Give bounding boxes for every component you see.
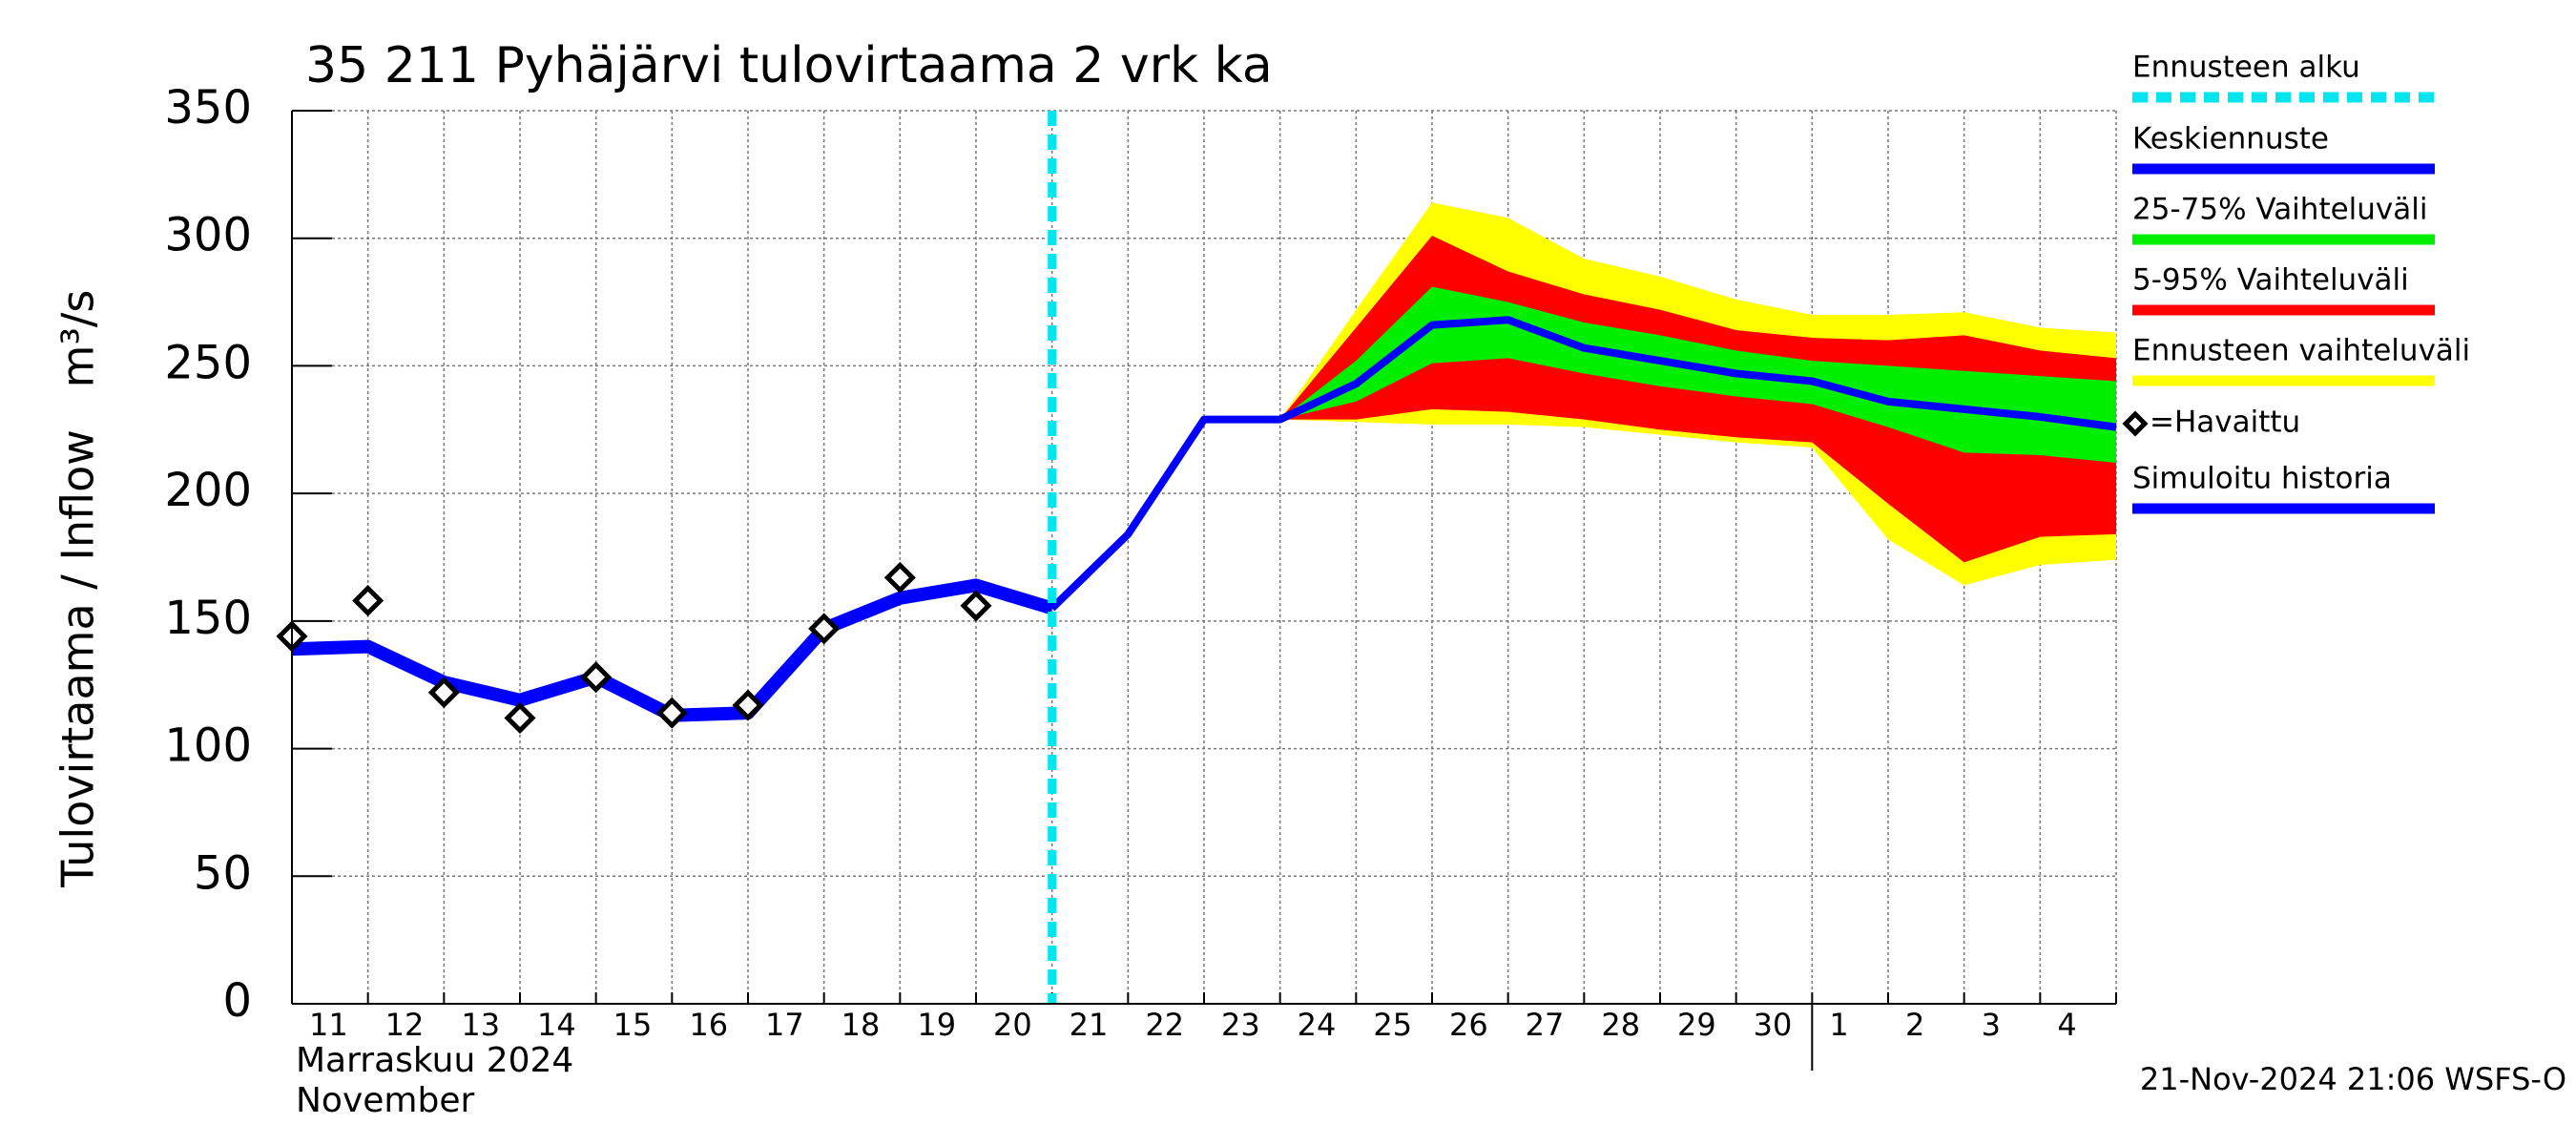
legend-label: Simuloitu historia xyxy=(2132,462,2392,496)
y-tick-label: 200 xyxy=(164,464,252,517)
observed-point xyxy=(808,613,841,645)
x-tick-label: 19 xyxy=(917,1007,956,1043)
observed-point xyxy=(732,689,764,721)
x-tick-label: 23 xyxy=(1221,1007,1260,1043)
x-tick-label: 17 xyxy=(765,1007,804,1043)
legend-label: Ennusteen alku xyxy=(2132,51,2360,85)
forecast-line xyxy=(1049,316,2117,612)
legend-marker xyxy=(2122,410,2149,437)
x-tick-label: 21 xyxy=(1070,1007,1109,1043)
x-tick-label: 29 xyxy=(1677,1007,1716,1043)
x-tick-label: 11 xyxy=(309,1007,348,1043)
legend-label: 5-95% Vaihteluväli xyxy=(2132,263,2409,298)
y-axis-label: Tulovirtaama / Inflow xyxy=(52,429,104,888)
x-tick-label: 30 xyxy=(1754,1007,1793,1043)
observed-point xyxy=(352,584,384,616)
legend-label: Keskiennuste xyxy=(2132,122,2329,156)
y-axis-unit: m³/s xyxy=(52,290,104,388)
x-tick-label: 2 xyxy=(1905,1007,1924,1043)
x-tick-label: 16 xyxy=(689,1007,728,1043)
y-tick-label: 300 xyxy=(164,209,252,262)
y-tick-label: 150 xyxy=(164,592,252,645)
month-label: Marraskuu 2024 xyxy=(296,1041,573,1080)
x-tick-label: 3 xyxy=(1982,1007,2001,1043)
x-tick-label: 13 xyxy=(461,1007,500,1043)
observed-point xyxy=(580,661,613,694)
x-tick-label: 28 xyxy=(1601,1007,1640,1043)
x-tick-label: 22 xyxy=(1145,1007,1184,1043)
x-tick-label: 14 xyxy=(537,1007,576,1043)
legend-label: 25-75% Vaihteluväli xyxy=(2132,193,2428,227)
legend-label: Ennusteen vaihteluväli xyxy=(2132,334,2470,368)
month-label-en: November xyxy=(296,1081,474,1120)
observed-point xyxy=(427,677,460,709)
x-tick-label: 12 xyxy=(385,1007,425,1043)
x-tick-label: 24 xyxy=(1298,1007,1337,1043)
x-tick-label: 27 xyxy=(1526,1007,1565,1043)
x-tick-label: 15 xyxy=(613,1007,653,1043)
x-tick-label: 25 xyxy=(1373,1007,1412,1043)
chart-title: 35 211 Pyhäjärvi tulovirtaama 2 vrk ka xyxy=(305,37,1273,94)
y-tick-label: 350 xyxy=(164,81,252,135)
y-tick-label: 0 xyxy=(222,974,252,1028)
y-tick-label: 100 xyxy=(164,719,252,773)
legend-label: =Havaittu xyxy=(2150,406,2300,440)
y-tick-label: 250 xyxy=(164,336,252,389)
x-tick-label: 18 xyxy=(841,1007,881,1043)
observed-point xyxy=(960,590,992,622)
x-tick-label: 20 xyxy=(993,1007,1032,1043)
x-tick-label: 4 xyxy=(2057,1007,2076,1043)
forecast-band xyxy=(1279,286,2116,464)
timestamp: 21-Nov-2024 21:06 WSFS-O xyxy=(2140,1061,2566,1097)
y-tick-label: 50 xyxy=(194,846,252,900)
observed-point xyxy=(655,697,688,729)
observed-point xyxy=(504,701,536,735)
observed-point xyxy=(883,561,916,593)
x-tick-label: 26 xyxy=(1449,1007,1488,1043)
x-tick-label: 1 xyxy=(1829,1007,1848,1043)
